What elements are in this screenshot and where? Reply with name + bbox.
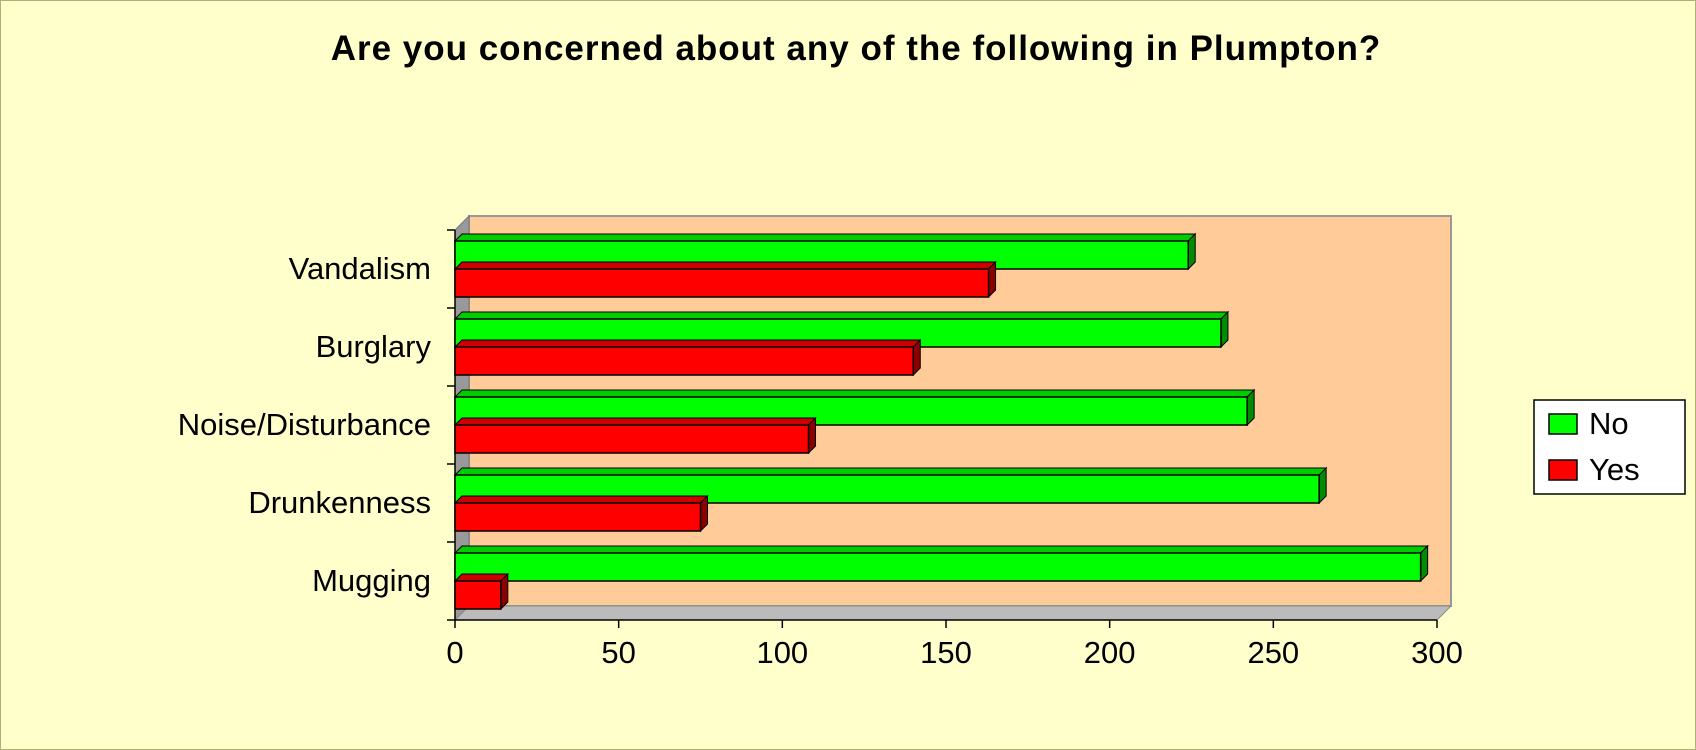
- bar-side: [1246, 388, 1255, 427]
- x-tick-label: 100: [756, 635, 808, 670]
- x-tick-label: 50: [601, 635, 635, 670]
- bar-top: [453, 261, 997, 270]
- chart-title: Are you concerned about any of the follo…: [330, 29, 1382, 68]
- bar-top: [453, 495, 709, 504]
- x-tick-label: 150: [920, 635, 972, 670]
- bar-side: [912, 338, 921, 377]
- bar-top: [453, 545, 1429, 554]
- y-tick-label: Noise/Disturbance: [178, 407, 431, 442]
- bar: [454, 424, 810, 454]
- bar-side: [500, 572, 509, 611]
- bar: [454, 580, 502, 610]
- bar-side: [1187, 232, 1196, 271]
- bar-top: [453, 311, 1230, 320]
- legend-swatch: [1548, 413, 1578, 435]
- bar-side: [808, 416, 817, 455]
- bar: [454, 346, 915, 376]
- bar-side: [700, 494, 708, 533]
- y-tick-label: Drunkenness: [248, 485, 431, 520]
- x-tick-label: 0: [446, 635, 463, 670]
- x-tick-label: 200: [1084, 635, 1136, 670]
- bar-top: [453, 389, 1256, 398]
- bar-side: [1318, 466, 1327, 505]
- x-tick-label: 300: [1411, 635, 1463, 670]
- bar-top: [453, 233, 1197, 242]
- bar: [454, 502, 702, 532]
- bar-top: [453, 339, 922, 348]
- y-tick-label: Burglary: [316, 329, 432, 364]
- floor: [453, 605, 1453, 621]
- legend-label: No: [1589, 406, 1629, 441]
- bar-top: [453, 573, 510, 582]
- bar-top: [453, 467, 1328, 476]
- bar-side: [1220, 310, 1229, 349]
- legend-label: Yes: [1589, 452, 1640, 487]
- x-tick-label: 250: [1247, 635, 1299, 670]
- bar: [454, 552, 1422, 582]
- bar: [454, 268, 990, 298]
- y-tick-label: Mugging: [312, 563, 431, 598]
- legend-swatch: [1548, 459, 1578, 481]
- bar-top: [453, 417, 817, 426]
- y-tick-label: Vandalism: [289, 251, 431, 286]
- bar-side: [1420, 544, 1429, 583]
- bar-side: [988, 260, 997, 299]
